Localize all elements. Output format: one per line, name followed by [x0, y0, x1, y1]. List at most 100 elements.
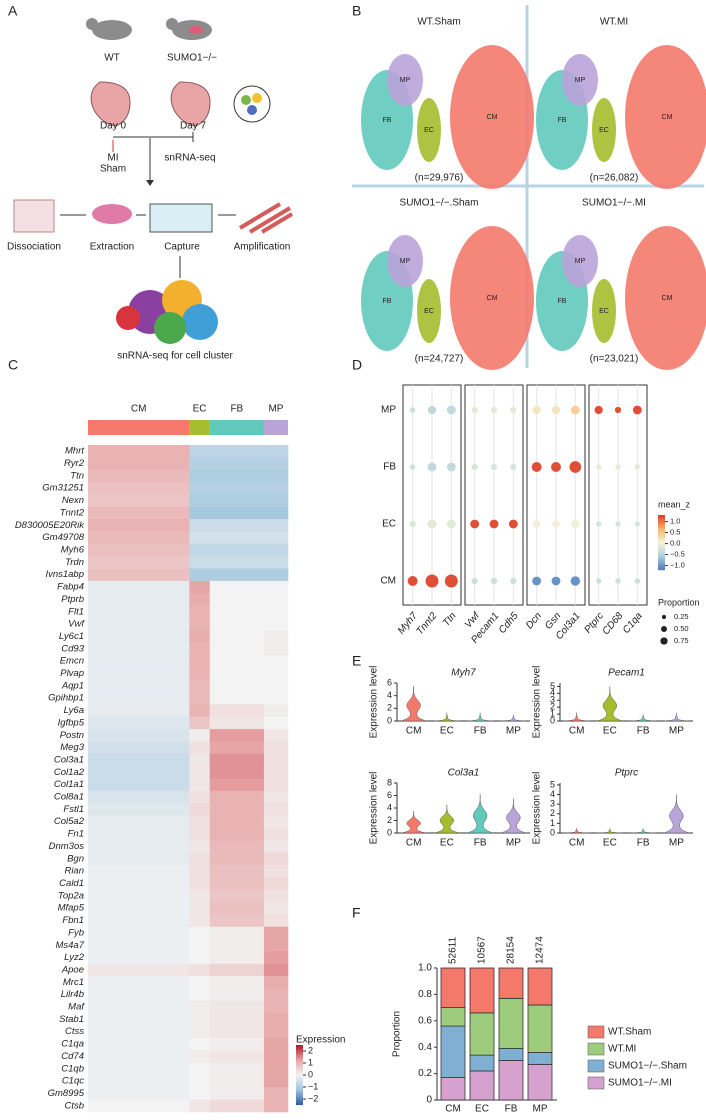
heat-cell — [88, 1013, 190, 1026]
treatment-label: MI — [107, 153, 118, 164]
gene-label: Myh6 — [61, 545, 85, 556]
y-tick-label: 1 — [550, 708, 555, 718]
axis — [559, 683, 693, 722]
dot — [614, 406, 622, 414]
dot — [490, 463, 498, 471]
heat-cell — [189, 926, 211, 940]
heat-cell — [189, 654, 211, 668]
heart-icon — [170, 81, 211, 127]
heat-cell — [209, 1025, 265, 1039]
heat-cell — [88, 667, 190, 680]
y-axis-label: Expression level — [532, 666, 543, 739]
heat-cell — [88, 864, 190, 878]
gene-label: Cd93 — [61, 643, 84, 654]
heat-cell — [189, 457, 211, 471]
heat-cell — [88, 654, 190, 668]
gene-label: Meg3 — [60, 742, 84, 753]
colorbar-segment — [658, 551, 665, 554]
legend-label: SUMO1−/−.Sham — [608, 1061, 687, 1072]
bar-segment — [527, 1063, 553, 1101]
step-label: Dissociation — [7, 242, 61, 253]
heat-cell — [88, 741, 190, 755]
heat-cell — [88, 778, 190, 792]
colorbar-segment — [296, 1055, 303, 1058]
dot — [409, 520, 416, 528]
heat-cell — [209, 543, 265, 557]
heat-cell — [209, 877, 265, 890]
violin — [467, 794, 494, 834]
row-label: MP — [381, 405, 396, 416]
gene-label: Ly6c1 — [59, 631, 84, 642]
legend-title: Proportion — [658, 597, 700, 607]
colorbar-segment — [658, 538, 665, 541]
gene-label: C1qa — [61, 1039, 84, 1050]
dot — [425, 574, 439, 588]
gene-label: Fn1 — [68, 829, 84, 840]
dot — [551, 405, 561, 415]
y-tick-label: 4 — [550, 688, 555, 698]
heat-cell — [189, 469, 211, 483]
heat-cell — [189, 630, 211, 643]
cluster-label: CM — [487, 114, 498, 121]
y-tick-label: 1 — [550, 818, 555, 828]
heat-cell — [88, 988, 190, 1002]
colorbar-segment — [296, 1069, 303, 1072]
dot — [510, 406, 517, 414]
cluster-label: MP — [400, 77, 411, 84]
heat-cell — [88, 593, 190, 606]
colorbar-segment — [296, 1049, 303, 1052]
y-tick-label: 0 — [550, 715, 555, 725]
heat-cell — [189, 827, 211, 841]
heat-cell — [209, 1062, 265, 1076]
legend-swatch — [587, 1025, 605, 1039]
heat-cell — [209, 852, 265, 866]
heat-cell — [189, 704, 211, 718]
heat-cell — [263, 1099, 289, 1113]
colorbar-tick-label: −0.5 — [670, 550, 685, 559]
cluster-label: MP — [575, 77, 586, 84]
heat-cell — [88, 840, 190, 853]
colorbar-segment — [658, 537, 665, 540]
gene-label: Stab1 — [59, 1014, 84, 1025]
dot — [594, 405, 603, 415]
bar-segment — [469, 1012, 495, 1056]
size-key — [661, 614, 667, 620]
heat-cell — [88, 469, 190, 483]
heat-cell — [263, 852, 289, 866]
gene-label: Cd74 — [61, 1051, 84, 1062]
heat-cell — [189, 543, 211, 557]
heat-cell — [263, 580, 289, 594]
heat-cell — [189, 1062, 211, 1076]
dot — [444, 574, 458, 588]
colorbar-segment — [658, 553, 665, 556]
heat-cell — [263, 827, 289, 841]
colorbar-segment — [296, 1057, 303, 1060]
gene-label: D830005E20Rik — [15, 520, 85, 531]
gene-label: Ms4a7 — [55, 940, 84, 951]
heat-cell — [209, 667, 265, 680]
y-tick-label: 0.4 — [418, 1042, 432, 1053]
gene-label: Vwf — [68, 619, 85, 630]
heat-cell — [189, 951, 211, 965]
heat-cell — [209, 803, 265, 816]
gene-label: Dcn — [524, 610, 544, 631]
dot — [427, 462, 437, 472]
gene-label: Nexn — [62, 495, 84, 506]
heat-cell — [88, 457, 190, 471]
step-icon — [149, 203, 213, 233]
heat-cell — [263, 1025, 289, 1039]
colorbar-tick-label: −1 — [308, 1081, 318, 1091]
cell — [241, 95, 251, 105]
heat-cell — [263, 556, 289, 569]
heat-cell — [189, 494, 211, 508]
gene-label: C1qb — [61, 1063, 84, 1074]
dot — [508, 519, 518, 529]
y-tick-label: 4 — [387, 690, 392, 700]
gene-label: Ryr2 — [64, 458, 85, 469]
y-tick-label: 5 — [550, 681, 555, 691]
heat-cell — [209, 766, 265, 779]
colorbar-segment — [296, 1087, 303, 1090]
heat-cell — [263, 939, 289, 952]
heat-cell — [209, 519, 265, 532]
bar-segment — [469, 967, 495, 1014]
